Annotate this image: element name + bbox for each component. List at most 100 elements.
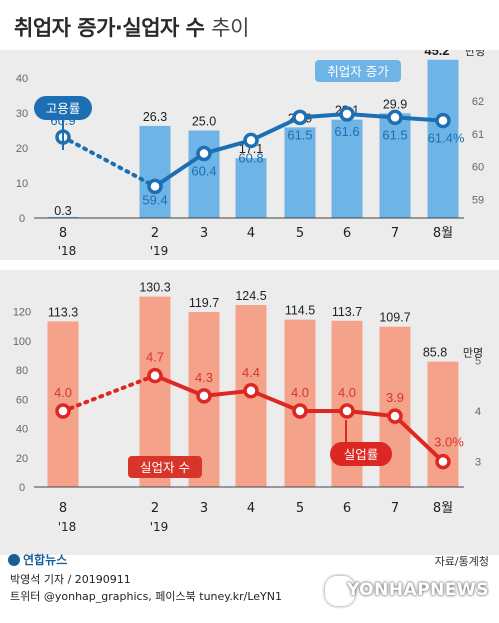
bar — [47, 216, 79, 218]
legend-line-box — [330, 442, 392, 466]
left-tick-label: 40 — [16, 73, 28, 85]
left-tick-label: 20 — [16, 453, 28, 465]
left-tick-label: 0 — [19, 213, 25, 225]
x-tick-label: 7 — [391, 226, 399, 241]
line-point — [387, 109, 403, 126]
left-tick-label: 60 — [16, 394, 28, 406]
left-tick-label: 0 — [19, 482, 25, 494]
right-tick-label: 59 — [472, 195, 484, 207]
x-tick-label: 8월 — [433, 226, 453, 241]
chart-title: 취업자 증가·실업자 수 추이 — [14, 12, 249, 42]
right-tick-label: 3 — [475, 457, 481, 469]
unemployment-panel: 0 20 40 60 80 100 120 3 4 5 113.3 130.3 119.7 124.5 11… — [0, 270, 499, 555]
line-value-label: 4.7 — [146, 350, 164, 365]
line-point — [292, 403, 308, 419]
title-main: 취업자 증가·실업자 수 — [14, 16, 205, 40]
agency-logo-icon — [8, 554, 20, 566]
line-value-label: 59.4 — [142, 192, 167, 207]
line-value-label: 60.4 — [191, 164, 216, 179]
bar-value-label: 17.1 — [239, 142, 263, 156]
line-point — [196, 145, 212, 162]
agency-name: 연합뉴스 — [23, 553, 68, 567]
bar — [139, 125, 171, 218]
employment-panel: 010203040596061620.326.325.017.125.928.1… — [0, 50, 499, 260]
line-point — [339, 106, 355, 122]
bar-value-label: 113.3 — [48, 305, 78, 319]
line-value-label: 3.9 — [386, 390, 404, 405]
line-point — [292, 109, 308, 126]
bar-value-label: 25.0 — [192, 115, 216, 129]
agency-logo: 연합뉴스 — [8, 551, 67, 568]
employment-chart: 010203040596061620.326.325.017.125.928.1… — [16, 50, 485, 258]
left-tick-label: 30 — [16, 108, 28, 120]
line-point — [243, 132, 259, 149]
line-value-label: 4.0 — [291, 385, 309, 400]
x-tick-label: 2 — [151, 226, 159, 241]
line-point — [435, 112, 451, 129]
bar-value-label: 119.7 — [189, 296, 219, 310]
left-tick-label: 10 — [16, 178, 28, 190]
x-tick-label: 3 — [200, 501, 208, 516]
social-links: 트위터 @yonhap_graphics, 페이스북 tuney.kr/LeYN… — [10, 590, 282, 603]
left-tick-label: 20 — [16, 143, 28, 155]
right-tick-label: 62 — [472, 96, 484, 108]
bar-value-label: 85.8 — [423, 346, 447, 360]
right-tick-label: 4 — [475, 406, 481, 418]
line-point — [387, 408, 403, 424]
line-value-label: 4.3 — [195, 370, 213, 385]
line-value-label: 61.5 — [287, 127, 312, 142]
legend-bar-box — [315, 60, 401, 82]
line-point — [196, 388, 212, 404]
line-point — [435, 453, 451, 470]
left-tick-label: 40 — [16, 424, 28, 436]
unit-label: 만명 — [463, 347, 483, 360]
bar-value-label: 26.3 — [143, 110, 167, 124]
legend-bar-label: 실업자 수 — [140, 460, 190, 475]
line-point — [55, 403, 71, 419]
bar-value-label: 130.3 — [139, 281, 170, 295]
bar-value-label: 124.5 — [235, 289, 266, 303]
x-tick-year-label: '19 — [150, 520, 169, 534]
line-value-label: 4.4 — [242, 365, 260, 380]
bar — [235, 158, 267, 218]
legend-line-label: 실업률 — [344, 447, 379, 462]
right-tick-label: 60 — [472, 162, 484, 174]
bar-value-label: 113.7 — [332, 305, 362, 319]
unemployment-chart: 0 20 40 60 80 100 120 3 4 5 113.3 130.3 119.7 124.5 11… — [13, 281, 483, 534]
legend-bar-label: 취업자 증가 — [327, 64, 389, 79]
x-tick-year-label: '18 — [58, 244, 77, 258]
x-tick-year-label: '18 — [58, 520, 77, 534]
x-tick-label: 6 — [343, 226, 351, 241]
line-value-label: 3.0% — [434, 435, 464, 450]
bar — [331, 119, 363, 218]
bar — [139, 296, 171, 487]
x-tick-label: 3 — [200, 226, 208, 241]
line-point — [339, 403, 355, 419]
brand-watermark: YONHAPNEWS — [346, 580, 489, 600]
legend-bar-box — [128, 456, 202, 478]
yonhap-brand-icon — [325, 576, 355, 606]
source-note: 자료/통계청 — [434, 555, 489, 568]
x-tick-label: 4 — [247, 501, 255, 516]
bar-value-label: 45.2 — [424, 50, 449, 58]
line-value-label: 61.5 — [382, 127, 407, 142]
line-segment-dotted — [61, 135, 157, 189]
bar — [284, 127, 316, 218]
line-value-label: 61.4% — [428, 131, 465, 146]
line-value-label: 61.6 — [334, 124, 359, 139]
left-tick-label: 100 — [13, 336, 31, 348]
x-tick-label: 4 — [247, 226, 255, 241]
bar — [427, 59, 459, 218]
right-tick-label: 5 — [475, 355, 481, 367]
x-tick-label: 6 — [343, 501, 351, 516]
x-tick-label: 5 — [296, 226, 304, 241]
line-point — [147, 367, 163, 384]
bar-value-label: 114.5 — [285, 304, 315, 318]
left-tick-label: 80 — [16, 365, 28, 377]
x-tick-label: 5 — [296, 501, 304, 516]
line-point — [243, 383, 259, 399]
x-tick-label: 8 — [59, 501, 67, 516]
x-tick-label: 8월 — [433, 501, 453, 516]
right-tick-label: 61 — [472, 129, 484, 141]
byline: 박영석 기자 / 20190911 — [10, 573, 131, 586]
